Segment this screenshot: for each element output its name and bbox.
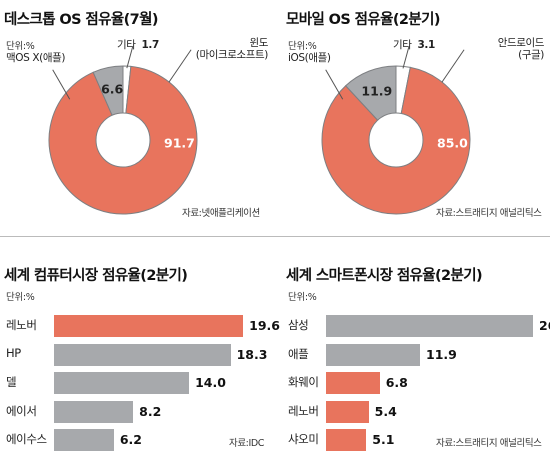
smartphone-market-unit: 단위:% <box>288 292 317 303</box>
bar-row-3-3: 레노버 5.4 <box>288 400 550 423</box>
pie-leader-0-main <box>168 49 192 83</box>
bar-row-2-4: 에이수스 6.2 <box>6 429 271 451</box>
bar-row-3-4: 샤오미 5.1 <box>288 429 550 451</box>
bar-row-3-2: 화웨이 6.8 <box>288 372 550 394</box>
smartphone-market-bars: 삼성 26.2 애플 11.9 화웨이 6.8 레노버 5.4 샤오미 5.1 <box>288 0 550 458</box>
bar-category-label: 레노버 <box>288 403 319 418</box>
bar-value-label: 6.2 <box>119 432 142 447</box>
bar-value-label: 11.9 <box>426 346 457 362</box>
bar-mark <box>326 315 533 337</box>
pc-market-title: 세계 컴퓨터시장 점유율(2분기) <box>4 268 188 284</box>
mobile-slice-label-ios: iOS(애플) <box>288 52 331 64</box>
mobile-os-title: 모바일 OS 점유율(2분기) <box>286 12 441 28</box>
desktop-slice-label-windows: 윈도 (마이크로소프트) <box>180 37 269 61</box>
bar-category-label: 에이수스 <box>6 432 47 446</box>
bar-value-label: 14.0 <box>195 375 226 390</box>
pc-market-bars: 레노버 19.6 HP 18.3 델 14.0 에이서 8.2 에이수스 6.2 <box>6 0 280 458</box>
bar-mark <box>326 400 369 423</box>
pie-value-1-0: 85.0 <box>437 135 468 151</box>
bar-value-label: 5.4 <box>374 403 397 419</box>
mobile-slice-value-etc: 3.1 <box>417 39 435 51</box>
bar-category-label: HP <box>6 345 21 360</box>
bar-value-label: 18.3 <box>236 346 268 362</box>
bar-row-2-1: HP 18.3 <box>6 343 271 366</box>
mobile-slice-label-android: 안드로이드 (구글) <box>456 37 545 61</box>
desktop-os-source: 자료:넷애플리케이션 <box>182 208 260 219</box>
bar-mark <box>54 400 134 423</box>
mobile-slice-label-etc: 기타 3.1 <box>393 39 435 51</box>
pc-market-unit: 단위:% <box>6 292 35 303</box>
bar-mark <box>54 429 114 451</box>
bar-mark <box>54 372 190 394</box>
bar-category-label: 레노버 <box>6 318 37 332</box>
pie-leader-1-second <box>325 69 344 100</box>
bar-row-2-0: 레노버 19.6 <box>6 315 280 337</box>
mobile-os-unit: 단위:% <box>288 41 317 52</box>
pie-value-0-1: 6.6 <box>101 81 124 97</box>
mobile-os-source: 자료:스트래티지 애널리틱스 <box>436 208 542 219</box>
bar-mark <box>326 343 420 366</box>
pie-hole-0 <box>95 112 151 168</box>
desktop-slice-name-windows: 윈도 <box>249 37 268 49</box>
desktop-slice-sub-windows: (마이크로소프트) <box>195 49 269 61</box>
mobile-slice-name-android: 안드로이드 <box>497 37 545 49</box>
desktop-slice-value-etc: 1.7 <box>141 39 159 51</box>
pc-market-source: 자료:IDC <box>229 438 265 449</box>
bar-value-label: 6.8 <box>385 375 408 390</box>
desktop-slice-name-etc: 기타 <box>117 39 136 51</box>
bar-category-label: 델 <box>6 375 17 389</box>
bar-mark <box>326 429 367 451</box>
bar-value-label: 8.2 <box>139 403 162 419</box>
bar-mark <box>54 315 244 337</box>
pie-leader-1-main <box>441 49 465 83</box>
bar-category-label: 에이서 <box>6 403 37 418</box>
mobile-slice-name-etc: 기타 <box>393 39 412 51</box>
desktop-os-title: 데스크톱 OS 점유율(7월) <box>4 12 159 28</box>
bar-mark <box>326 372 380 394</box>
bar-row-3-0: 삼성 26.2 <box>288 315 550 337</box>
desktop-os-unit: 단위:% <box>6 41 35 52</box>
pie-value-0-0: 91.7 <box>164 135 195 151</box>
bar-mark <box>54 343 231 366</box>
bar-category-label: 샤오미 <box>288 432 319 446</box>
section-divider <box>0 236 550 237</box>
bar-value-label: 5.1 <box>372 432 395 447</box>
mobile-slice-sub-android: (구글) <box>518 49 544 61</box>
bar-category-label: 애플 <box>288 346 309 361</box>
pie-leader-0-etc <box>126 45 134 69</box>
pie-hole-1 <box>368 112 424 168</box>
pie-value-1-1: 11.9 <box>361 83 393 99</box>
bar-value-label: 19.6 <box>249 318 280 333</box>
pie-leader-0-second <box>52 69 71 100</box>
bar-value-label: 26.2 <box>538 318 550 333</box>
bar-category-label: 삼성 <box>288 318 309 332</box>
bar-row-3-1: 애플 11.9 <box>288 343 550 366</box>
desktop-slice-label-etc: 기타 1.7 <box>117 39 159 51</box>
smartphone-market-source: 자료:스트래티지 애널리틱스 <box>436 438 542 449</box>
smartphone-market-title: 세계 스마트폰시장 점유율(2분기) <box>286 268 483 284</box>
pie-leader-1-etc <box>402 46 410 69</box>
bar-row-2-3: 에이서 8.2 <box>6 400 271 423</box>
bar-category-label: 화웨이 <box>288 375 319 389</box>
bar-row-2-2: 델 14.0 <box>6 372 271 394</box>
desktop-slice-label-mac: 맥OS X(애플) <box>6 52 66 64</box>
